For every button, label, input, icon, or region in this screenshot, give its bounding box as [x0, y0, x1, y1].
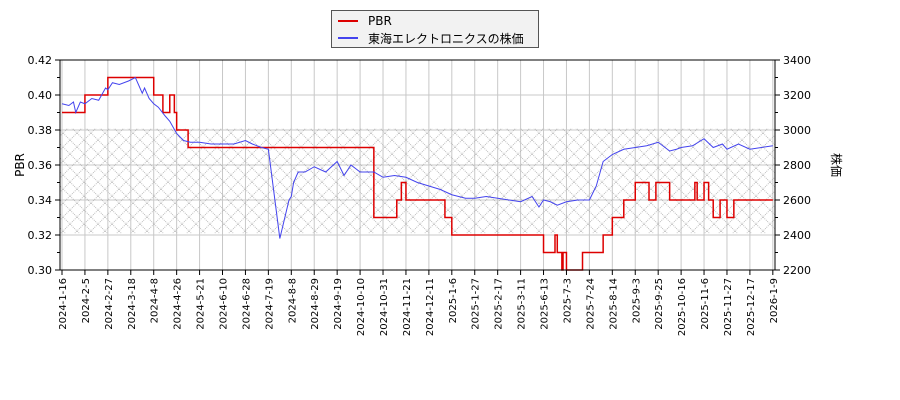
- x-axis-ticks: 2024-1-16 2024-2-5 2024-2-27 2024-3-18 2024-…: [58, 270, 780, 336]
- svg-text:0.34: 0.34: [28, 194, 53, 207]
- svg-text:0.30: 0.30: [28, 264, 53, 277]
- svg-text:2025-1-27: 2025-1-27: [471, 278, 482, 330]
- svg-text:2024-8-29: 2024-8-29: [310, 278, 321, 330]
- svg-text:2024-7-19: 2024-7-19: [264, 278, 275, 330]
- svg-text:2025-9-25: 2025-9-25: [654, 278, 665, 330]
- series-lines: [61, 76, 773, 271]
- svg-text:2025-3-11: 2025-3-11: [517, 278, 528, 330]
- svg-text:2024-2-5: 2024-2-5: [81, 278, 92, 323]
- svg-text:2400: 2400: [783, 229, 811, 242]
- svg-text:0.42: 0.42: [28, 54, 53, 67]
- svg-text:2025-7-24: 2025-7-24: [585, 278, 596, 330]
- svg-text:2024-4-26: 2024-4-26: [173, 278, 184, 330]
- y-axis-right-ticks: 2200 2400 2600 2800 3000 3200 3400: [775, 54, 811, 277]
- svg-text:2024-11-21: 2024-11-21: [402, 278, 413, 336]
- svg-text:2025-10-16: 2025-10-16: [677, 278, 688, 336]
- svg-text:2024-3-18: 2024-3-18: [127, 278, 138, 330]
- svg-text:2200: 2200: [783, 264, 811, 277]
- svg-text:2600: 2600: [783, 194, 811, 207]
- legend-swatch-pbr: [338, 20, 358, 22]
- svg-text:0.38: 0.38: [28, 124, 53, 137]
- svg-text:2025-8-14: 2025-8-14: [608, 278, 619, 330]
- svg-text:2024-2-27: 2024-2-27: [104, 278, 115, 330]
- legend-swatch-price: [338, 37, 358, 39]
- svg-text:2024-10-10: 2024-10-10: [356, 278, 367, 336]
- stock-price-line: [61, 76, 773, 239]
- svg-text:2024-9-19: 2024-9-19: [333, 278, 344, 330]
- svg-text:2025-1-6: 2025-1-6: [448, 278, 459, 323]
- svg-text:2024-5-21: 2024-5-21: [196, 278, 207, 330]
- pbr-line: [62, 76, 773, 271]
- y-axis-right-label: 株価: [829, 153, 844, 177]
- svg-text:3000: 3000: [783, 124, 811, 137]
- svg-text:0.36: 0.36: [28, 159, 53, 172]
- svg-text:2024-1-16: 2024-1-16: [58, 278, 69, 330]
- svg-text:2024-10-31: 2024-10-31: [379, 278, 390, 336]
- y-axis-left-ticks: 0.30 0.32 0.34 0.36 0.38 0.40 0.42: [28, 54, 60, 277]
- shaded-band: [60, 128, 775, 234]
- legend-label-price: 東海エレクトロニクスの株価: [368, 31, 524, 46]
- svg-text:0.40: 0.40: [28, 89, 53, 102]
- svg-text:2024-6-10: 2024-6-10: [219, 278, 230, 330]
- svg-text:2025-2-17: 2025-2-17: [494, 278, 505, 330]
- svg-text:3400: 3400: [783, 54, 811, 67]
- legend-label-pbr: PBR: [368, 14, 392, 28]
- svg-text:2800: 2800: [783, 159, 811, 172]
- svg-text:2024-8-8: 2024-8-8: [287, 278, 298, 323]
- svg-text:2024-6-28: 2024-6-28: [241, 278, 252, 330]
- svg-text:2025-7-3: 2025-7-3: [562, 278, 573, 323]
- svg-text:2025-11-27: 2025-11-27: [723, 278, 734, 336]
- svg-text:2024-4-8: 2024-4-8: [150, 278, 161, 323]
- svg-text:2025-12-17: 2025-12-17: [746, 278, 757, 336]
- svg-text:2026-1-9: 2026-1-9: [769, 278, 780, 323]
- chart-legend: PBR 東海エレクトロニクスの株価: [331, 10, 539, 48]
- svg-text:3200: 3200: [783, 89, 811, 102]
- svg-text:2024-12-11: 2024-12-11: [425, 278, 436, 336]
- legend-item-pbr: PBR: [338, 13, 392, 29]
- svg-text:2025-9-3: 2025-9-3: [631, 278, 642, 323]
- svg-text:0.32: 0.32: [28, 229, 53, 242]
- svg-text:2025-11-6: 2025-11-6: [700, 278, 711, 330]
- y-axis-left-label: PBR: [13, 153, 27, 177]
- svg-text:2025-6-13: 2025-6-13: [540, 278, 551, 330]
- legend-item-price: 東海エレクトロニクスの株価: [338, 30, 524, 46]
